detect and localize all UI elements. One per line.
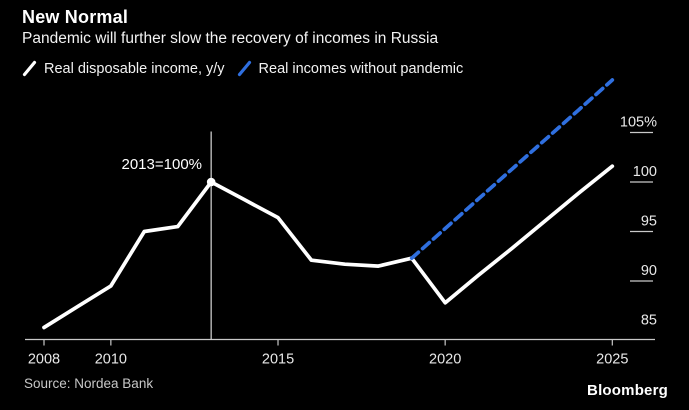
legend-item-actual: Real disposable income, y/y xyxy=(22,60,225,77)
source-credit: Source: Nordea Bank xyxy=(24,376,154,391)
chart-subtitle: Pandemic will further slow the recovery … xyxy=(22,30,439,47)
baseline-marker-dot xyxy=(206,177,216,187)
income-line xyxy=(42,164,615,330)
y-tick-label: 105% xyxy=(620,115,657,131)
chart-title: New Normal xyxy=(22,7,129,27)
legend-label-projection: Real incomes without pandemic xyxy=(258,60,464,77)
y-tick-label: 90 xyxy=(641,263,657,279)
x-tick-label: 2010 xyxy=(95,352,127,368)
x-tick-label: 2020 xyxy=(429,352,461,368)
y-tick-label: 85 xyxy=(641,313,657,329)
x-tick-label: 2025 xyxy=(596,352,628,368)
dashed-slash-icon xyxy=(237,60,251,77)
x-tick-label: 2015 xyxy=(262,352,294,368)
y-tick-label: 100 xyxy=(633,164,657,180)
bloomberg-logo: Bloomberg xyxy=(587,382,668,399)
baseline-annotation: 2013=100% xyxy=(121,156,203,173)
solid-slash-icon xyxy=(22,60,37,77)
legend-item-projection: Real incomes without pandemic xyxy=(237,60,464,77)
y-tick-label: 95 xyxy=(641,214,657,230)
projection-line xyxy=(409,78,615,261)
chart-legend: Real disposable income, y/y Real incomes… xyxy=(22,60,463,77)
x-tick-label: 2008 xyxy=(28,352,60,368)
legend-label-actual: Real disposable income, y/y xyxy=(44,60,225,77)
